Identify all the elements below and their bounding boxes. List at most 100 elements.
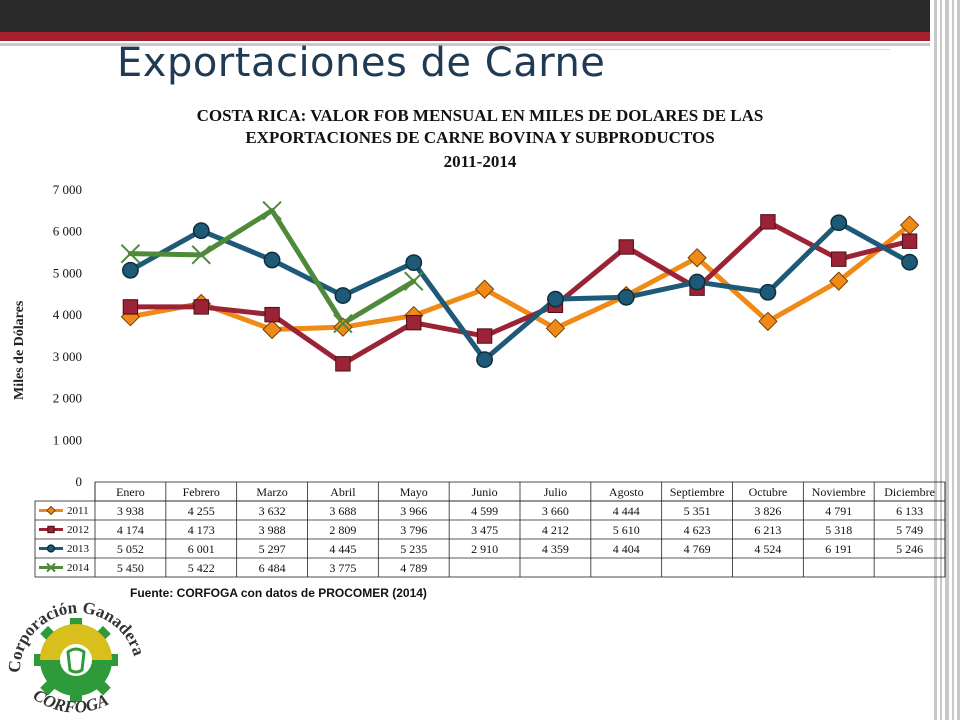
series-line-2012 (127, 219, 913, 367)
data-table: Enero Febrero Marzo Abril Mayo Junio Julio Agos… (34, 481, 946, 578)
legend-label: 2013 (67, 543, 90, 555)
data-point-2013 (547, 290, 564, 308)
x-category-label: Mayo (400, 485, 428, 499)
data-point-2012 (335, 356, 351, 372)
table-cell-value: 4 769 (684, 542, 711, 556)
right-edge-decoration (932, 0, 960, 720)
data-point-2013 (476, 351, 493, 369)
legend-label: 2014 (67, 562, 90, 574)
logo-gear-icon (34, 618, 118, 702)
x-category-label: Noviembre (812, 485, 866, 499)
slide-title: Exportaciones de Carne (117, 40, 606, 86)
data-point-2013 (334, 287, 352, 304)
legend-marker-2013 (46, 544, 56, 553)
table-cell-value: 4 173 (188, 523, 215, 537)
table-cell-value: 4 359 (542, 542, 569, 556)
table-cell-value: 3 796 (400, 523, 427, 537)
data-point-2012 (618, 239, 634, 255)
top-dark-band (0, 0, 930, 32)
table-cell-value: 4 789 (400, 561, 427, 575)
data-point-2012 (264, 306, 280, 323)
data-point-2014 (191, 245, 211, 265)
data-point-2014 (120, 243, 141, 264)
y-tick-label: 3 000 (53, 349, 82, 364)
data-point-2011 (262, 319, 282, 340)
table-cell-value: 5 610 (613, 523, 640, 537)
y-tick-label: 7 000 (53, 182, 82, 197)
table-cell-value: 2 809 (329, 523, 356, 537)
table-cell-value: 4 212 (542, 523, 569, 537)
data-point-2013 (192, 222, 210, 240)
data-point-2011 (333, 317, 353, 337)
table-cell-value: 6 213 (754, 523, 781, 537)
data-point-2012 (193, 299, 209, 315)
x-category-label: Abril (330, 485, 356, 499)
y-tick-label: 5 000 (53, 265, 82, 280)
data-point-2011 (687, 248, 707, 268)
table-cell-value: 4 599 (471, 504, 498, 518)
x-category-label: Octubre (749, 485, 788, 499)
chart-title-line-3: 2011-2014 (443, 152, 517, 171)
series-markers (120, 200, 920, 372)
table-cell-value: 4 524 (754, 542, 781, 556)
series-line-2013 (127, 220, 913, 363)
table-cell-value: 6 191 (825, 542, 852, 556)
chart-title-line-2: EXPORTACIONES DE CARNE BOVINA Y SUBPRODU… (245, 128, 715, 147)
data-point-2014 (404, 271, 424, 291)
data-point-2013 (122, 261, 139, 279)
data-point-2013 (830, 214, 848, 232)
data-point-2011 (545, 318, 566, 339)
y-tick-label: 0 (76, 474, 83, 489)
table-cell-value: 3 966 (400, 504, 427, 518)
x-category-label: Febrero (183, 485, 220, 499)
table-cell-value: 3 475 (471, 523, 498, 537)
data-point-2013 (405, 254, 423, 272)
legend-label: 2011 (67, 505, 89, 517)
table-cell-value: 6 484 (259, 561, 286, 575)
y-tick-label: 1 000 (53, 432, 82, 447)
corfoga-logo: Corporación Ganadera CORFOGA (5, 598, 149, 717)
table-cell-value: 3 775 (329, 561, 356, 575)
data-point-2012 (476, 328, 493, 344)
table-cell-value: 4 791 (825, 504, 852, 518)
data-point-2012 (122, 299, 139, 315)
data-point-2011 (474, 279, 495, 299)
table-cell-value: 4 444 (613, 504, 640, 518)
y-tick-label: 4 000 (53, 307, 82, 322)
table-cell-value: 5 235 (400, 542, 427, 556)
legend-marker-2011 (46, 505, 56, 516)
chart-title-line-1: COSTA RICA: VALOR FOB MENSUAL EN MILES D… (196, 106, 764, 125)
data-point-2013 (617, 288, 635, 306)
legend-marker-2012 (47, 525, 55, 534)
data-point-2012 (831, 251, 847, 267)
table-cell-value: 6 001 (188, 542, 215, 556)
data-point-2013 (901, 253, 918, 271)
table-cell-value: 4 174 (117, 523, 144, 537)
data-point-2012 (760, 214, 776, 230)
table-cell-value: 3 688 (329, 504, 356, 518)
table-cell-value: 4 404 (613, 542, 640, 556)
table-cell-value: 5 450 (117, 561, 144, 575)
table-cell-value: 3 660 (542, 504, 569, 518)
y-tick-label: 6 000 (53, 224, 82, 239)
table-cell-value: 5 297 (259, 542, 286, 556)
table-cell-value: 4 255 (188, 504, 215, 518)
data-point-2011 (829, 271, 849, 291)
data-point-2011 (758, 311, 778, 332)
y-tick-labels: 0 1 000 2 000 3 000 4 000 5 000 6 000 7 000 (53, 182, 82, 489)
top-white-stripe (570, 49, 890, 53)
table-cell-value: 5 246 (896, 542, 923, 556)
table-cell-value: 2 910 (471, 542, 498, 556)
legend-label: 2012 (67, 524, 89, 536)
y-tick-label: 2 000 (53, 391, 82, 406)
table-cell-value: 5 052 (117, 542, 144, 556)
series-lines (127, 208, 913, 367)
table-cell-value: 5 749 (896, 523, 923, 537)
source-note: Fuente: CORFOGA con datos de PROCOMER (2… (130, 586, 427, 600)
data-point-2012 (406, 314, 422, 331)
series-line-2011 (127, 222, 913, 332)
table-cell-value: 6 133 (896, 504, 923, 518)
data-point-2012 (901, 233, 918, 249)
table-cell-value: 3 988 (259, 523, 286, 537)
x-category-label: Septiembre (670, 485, 725, 499)
